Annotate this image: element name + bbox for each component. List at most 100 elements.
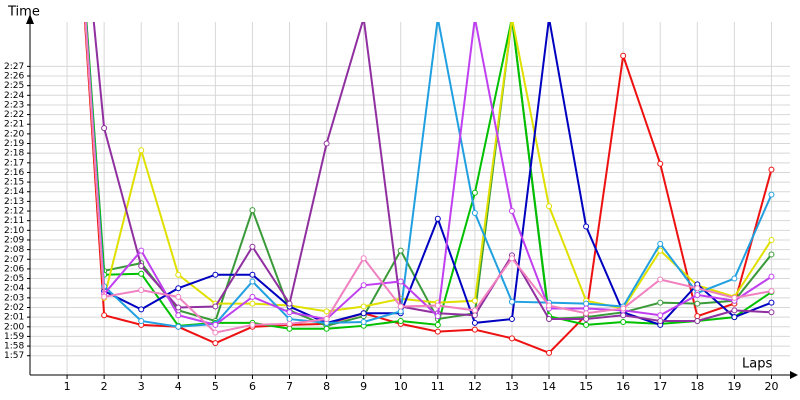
point (508, 316, 515, 323)
series-line (84, 22, 773, 326)
point (620, 318, 627, 325)
point (138, 287, 145, 294)
y-tick-label: 2:04 (4, 284, 24, 294)
point (620, 52, 627, 59)
y-tick-label: 2:14 (4, 187, 24, 197)
y-arrow (26, 14, 34, 24)
point (323, 308, 330, 315)
y-tick-label: 2:27 (4, 62, 24, 72)
y-tick-label: 2:11 (4, 216, 24, 226)
point (768, 166, 775, 173)
y-tick-label: 2:24 (4, 91, 24, 101)
y-tick-label: 2:15 (4, 178, 24, 188)
point (286, 309, 293, 316)
point (471, 209, 478, 216)
point (620, 312, 627, 319)
y-tick-label: 2:12 (4, 207, 24, 217)
point (138, 270, 145, 277)
axes: Time Laps 1:571:581:592:002:012:022:032:… (4, 5, 798, 393)
point (138, 317, 145, 324)
x-tick-label: 12 (468, 380, 482, 393)
point (657, 240, 664, 247)
point (138, 147, 145, 154)
point (212, 321, 219, 328)
point (583, 300, 590, 307)
point (508, 208, 515, 215)
point (471, 312, 478, 319)
point (286, 300, 293, 307)
y-tick-label: 2:13 (4, 197, 24, 207)
series-line (84, 22, 773, 313)
y-tick-label: 2:09 (4, 235, 24, 245)
series-line (83, 22, 773, 354)
point (657, 247, 664, 254)
point (212, 340, 219, 347)
point (138, 247, 145, 254)
point (768, 191, 775, 198)
point (583, 310, 590, 317)
point (360, 303, 367, 310)
y-tick-label: 2:16 (4, 168, 24, 178)
point (547, 16, 552, 21)
point (694, 291, 701, 298)
x-tick-label: 9 (360, 380, 367, 393)
point (434, 313, 441, 320)
point (657, 160, 664, 167)
point (546, 302, 553, 309)
point (249, 207, 256, 214)
x-tick-label: 2 (101, 380, 108, 393)
y-tick-label: 2:23 (4, 100, 24, 110)
point (101, 293, 108, 300)
point (249, 278, 256, 285)
x-tick-label: 4 (175, 380, 182, 393)
point (508, 335, 515, 342)
point (101, 125, 108, 132)
y-tick-label: 2:06 (4, 264, 24, 274)
point (583, 305, 590, 312)
y-tick-label: 2:10 (4, 226, 24, 236)
y-tick-label: 2:20 (4, 129, 24, 139)
x-tick-label: 13 (505, 380, 519, 393)
point (101, 312, 108, 319)
point (768, 309, 775, 316)
y-tick-label: 1:59 (4, 332, 24, 342)
point (249, 300, 256, 307)
point (768, 236, 775, 243)
y-tick-label: 2:17 (4, 158, 24, 168)
point (768, 299, 775, 306)
point (694, 313, 701, 320)
point (360, 318, 367, 325)
point (508, 298, 515, 305)
y-tick-label: 2:26 (4, 72, 24, 82)
y-tick-label: 1:57 (4, 351, 24, 361)
x-tick-label: 11 (431, 380, 445, 393)
y-tick-label: 2:03 (4, 293, 24, 303)
point (323, 140, 330, 147)
point (434, 302, 441, 309)
point (509, 16, 514, 21)
point (212, 271, 219, 278)
point (212, 303, 219, 310)
x-tick-label: 15 (579, 380, 593, 393)
point (657, 276, 664, 283)
point (397, 308, 404, 315)
x-tick-label: 18 (690, 380, 704, 393)
y-title: Time (7, 5, 40, 20)
point (175, 293, 182, 300)
point (694, 285, 701, 292)
point (249, 243, 256, 250)
point (768, 288, 775, 295)
point (397, 278, 404, 285)
point (657, 299, 664, 306)
point (546, 349, 553, 356)
series-line (92, 22, 772, 322)
point (509, 16, 514, 21)
x-title: Laps (742, 357, 772, 372)
x-tick-label: 17 (653, 380, 667, 393)
x-tick-label: 1 (64, 380, 71, 393)
y-tick-label: 2:00 (4, 322, 24, 332)
point (397, 247, 404, 254)
point (546, 316, 553, 323)
series-line (84, 22, 772, 327)
point (731, 314, 738, 321)
